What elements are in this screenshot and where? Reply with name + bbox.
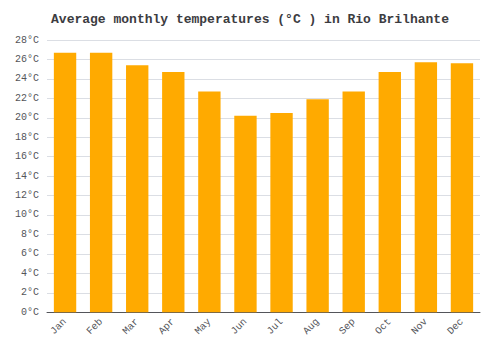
svg-text:Nov: Nov	[409, 316, 429, 336]
svg-text:26°C: 26°C	[15, 54, 39, 65]
svg-text:Jul: Jul	[265, 316, 285, 336]
svg-text:12°C: 12°C	[15, 190, 39, 201]
svg-text:14°C: 14°C	[15, 171, 39, 182]
svg-text:Mar: Mar	[121, 316, 141, 336]
svg-text:4°C: 4°C	[21, 268, 39, 279]
svg-text:18°C: 18°C	[15, 132, 39, 143]
svg-text:24°C: 24°C	[15, 73, 39, 84]
svg-text:Oct: Oct	[373, 316, 393, 336]
svg-text:Jun: Jun	[229, 316, 249, 336]
svg-text:20°C: 20°C	[15, 112, 39, 123]
svg-text:6°C: 6°C	[21, 248, 39, 259]
svg-text:2°C: 2°C	[21, 287, 39, 298]
svg-text:22°C: 22°C	[15, 93, 39, 104]
svg-text:28°C: 28°C	[15, 35, 39, 46]
svg-text:Apr: Apr	[157, 316, 177, 336]
svg-text:8°C: 8°C	[21, 229, 39, 240]
svg-text:Jan: Jan	[48, 316, 68, 336]
svg-text:Sep: Sep	[337, 316, 357, 336]
svg-text:0°C: 0°C	[21, 307, 39, 318]
svg-text:Dec: Dec	[445, 316, 465, 336]
svg-text:Average monthly temperatures (: Average monthly temperatures (°C ) in Ri…	[51, 12, 449, 27]
svg-text:16°C: 16°C	[15, 151, 39, 162]
svg-text:Feb: Feb	[85, 316, 105, 336]
svg-text:Aug: Aug	[301, 316, 321, 336]
svg-text:10°C: 10°C	[15, 209, 39, 220]
svg-text:May: May	[193, 316, 213, 336]
